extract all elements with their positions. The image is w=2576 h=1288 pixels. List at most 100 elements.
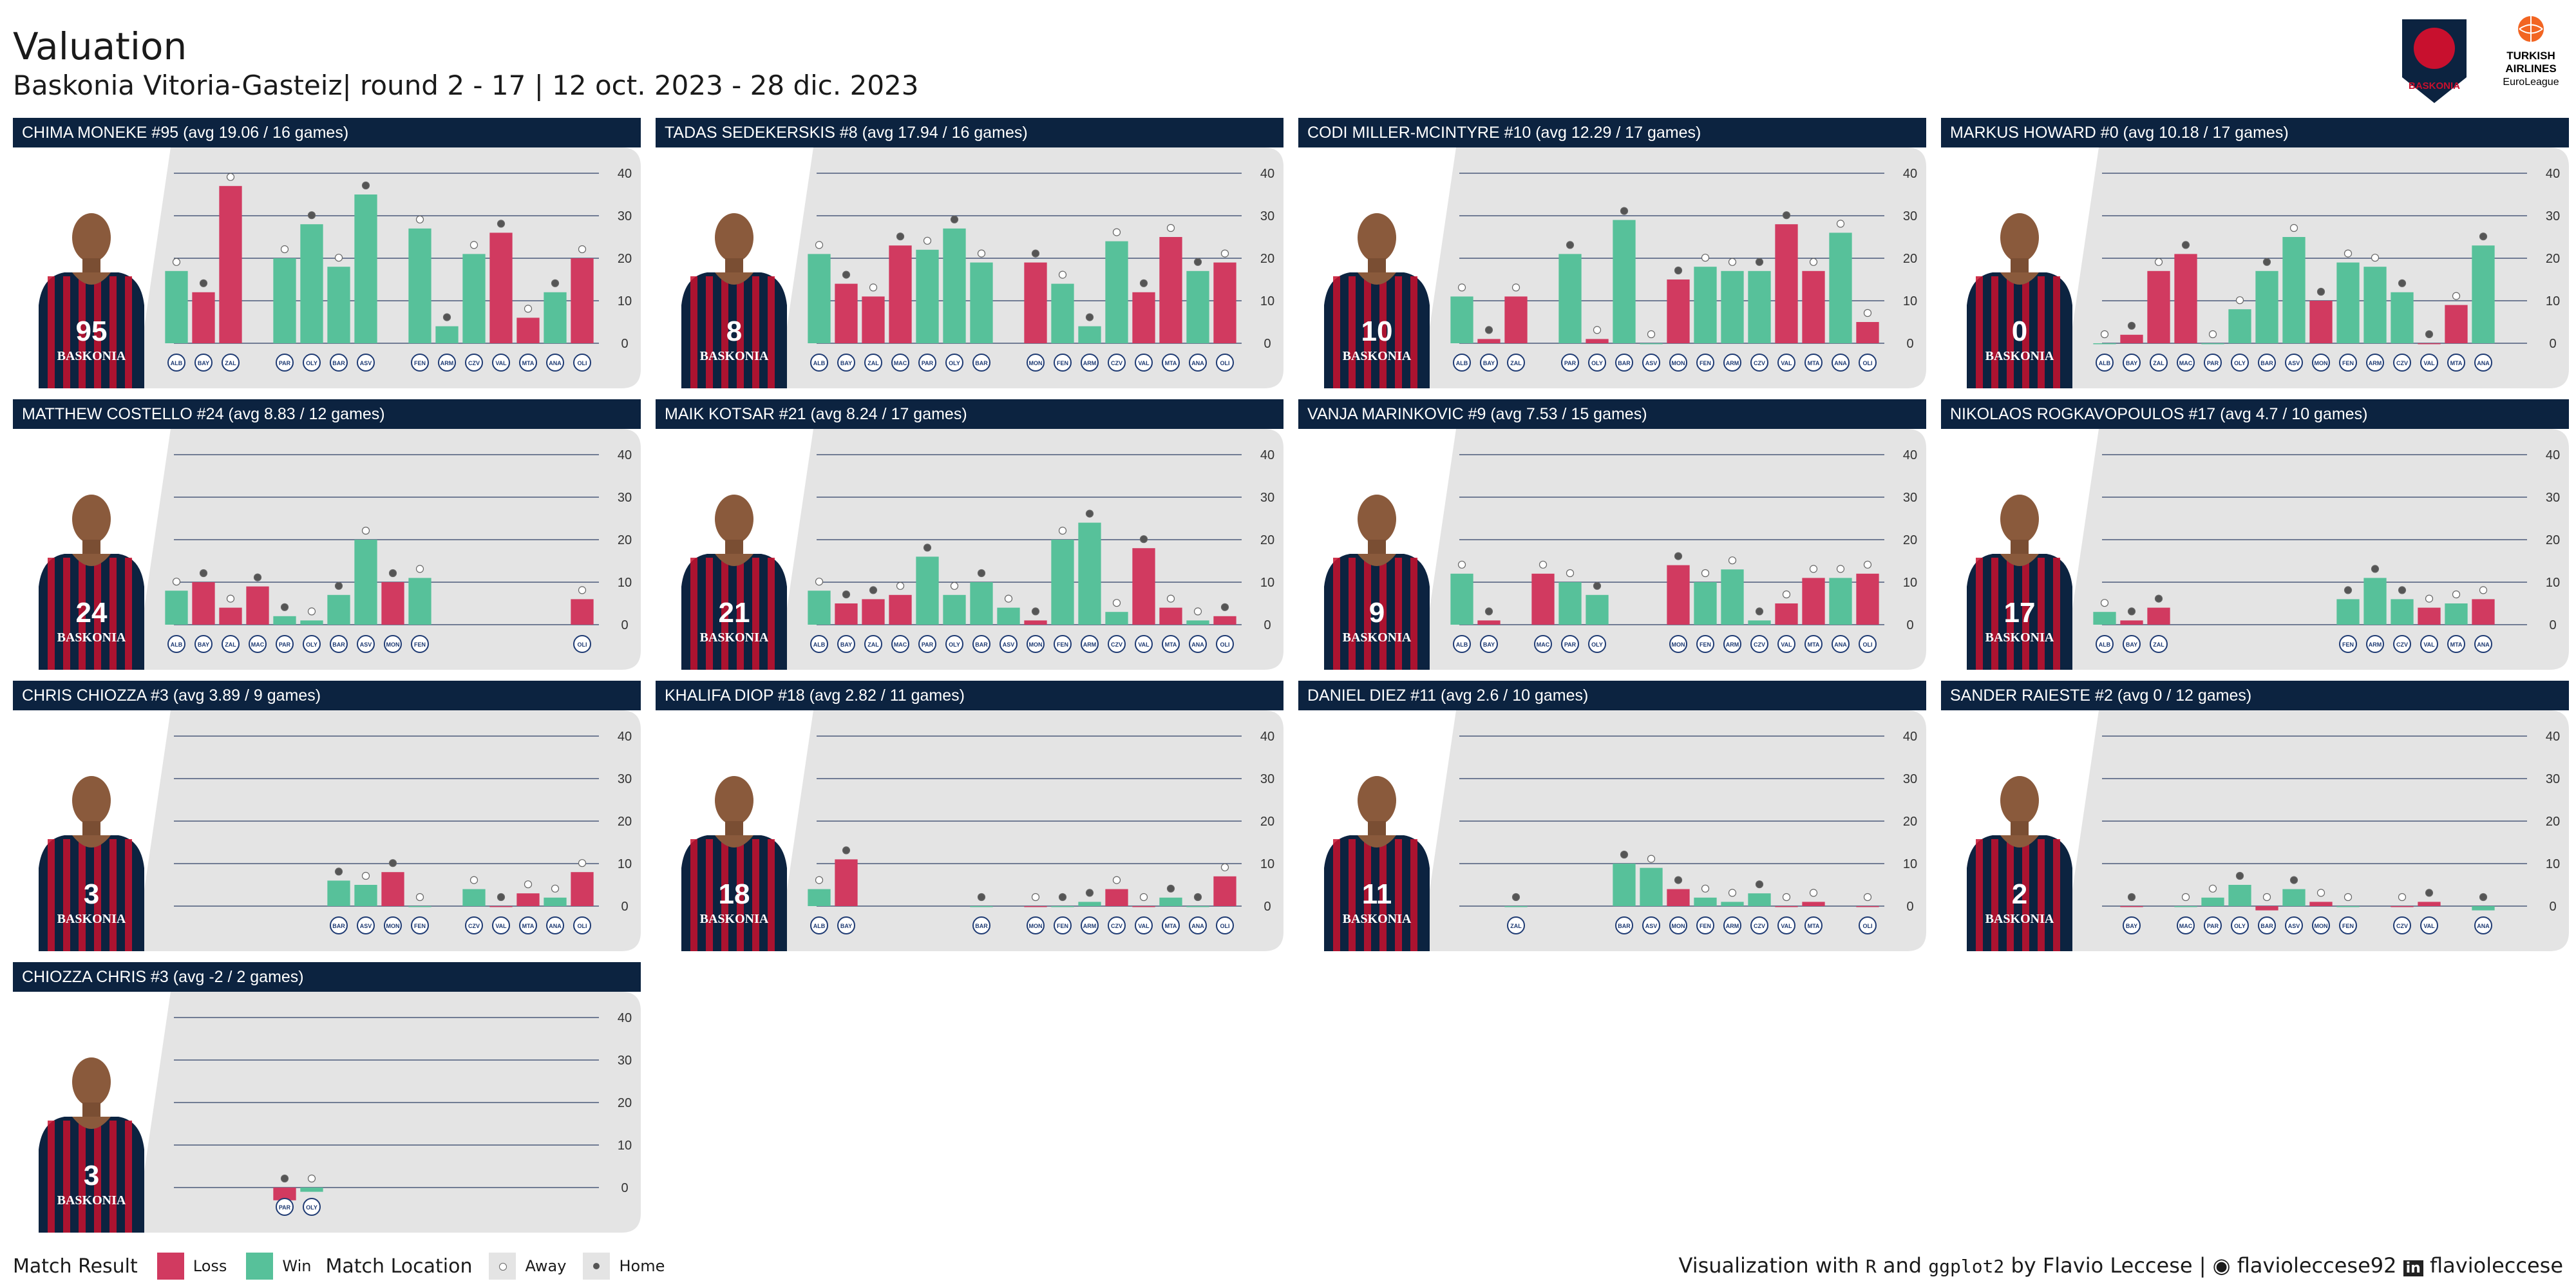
opponent-logo: ZAL xyxy=(2150,635,2168,653)
opponent-logo-text: OLI xyxy=(1220,641,1230,648)
bar xyxy=(808,254,831,343)
chart-title: Valuation xyxy=(13,24,187,68)
opponent-logo-text: OLY xyxy=(2234,360,2246,366)
jersey-team-text: BASKONIA xyxy=(57,630,126,645)
opponent-logo-text: ALB xyxy=(813,360,826,366)
bar xyxy=(571,258,594,343)
opponent-logo: PAR xyxy=(276,354,294,372)
opponent-logo: MON xyxy=(1027,635,1045,653)
opponent-logo-text: CZV xyxy=(1754,360,1765,366)
location-dot xyxy=(361,526,370,535)
opponent-logo-text: ARM xyxy=(2369,360,2382,366)
bar xyxy=(2174,906,2197,907)
opponent-logo: MAC xyxy=(2177,916,2195,934)
opponent-logo: ANA xyxy=(1189,916,1207,934)
location-dot xyxy=(469,876,478,884)
bar xyxy=(1586,339,1609,343)
opponent-logo-text: VAL xyxy=(1138,641,1150,648)
bar xyxy=(2336,262,2360,343)
bar xyxy=(1477,620,1501,625)
bar xyxy=(1748,620,1771,625)
y-tick-label: 40 xyxy=(1260,167,1274,181)
opponent-logo-text: OLI xyxy=(578,641,587,648)
plot-background xyxy=(2063,429,2569,670)
player-header: TADAS SEDEKERSKIS #8 (avg 17.94 / 16 gam… xyxy=(656,118,1283,147)
y-tick-label: 10 xyxy=(1260,857,1274,871)
opponent-logo: ALB xyxy=(2096,354,2114,372)
location-dot xyxy=(307,1174,316,1183)
opponent-logo-text: ALB xyxy=(813,641,826,648)
bar xyxy=(327,880,350,906)
opponent-logo-text: ZAL xyxy=(867,641,879,648)
bar xyxy=(165,270,188,343)
bar xyxy=(354,885,377,906)
y-tick-label: 30 xyxy=(618,1054,632,1068)
bar xyxy=(1186,620,1209,625)
y-tick-label: 0 xyxy=(621,618,628,632)
jersey-team-text: BASKONIA xyxy=(1985,349,2054,363)
opponent-logo: ARM xyxy=(1081,354,1099,372)
plot-background xyxy=(778,429,1283,670)
location-dot xyxy=(1166,884,1175,893)
location-dot xyxy=(2316,889,2325,897)
jersey-number: 2 xyxy=(2012,878,2027,910)
location-dot xyxy=(1031,607,1040,616)
opponent-logo: ZAL xyxy=(222,635,240,653)
opponent-logo: ARM xyxy=(1723,354,1741,372)
bar xyxy=(1802,902,1825,906)
logos: BASKONIA TURKISH AIRLINES EuroLeague xyxy=(2402,16,2559,103)
opponent-logo-text: MON xyxy=(1672,641,1685,648)
opponent-logo: MAC xyxy=(1534,635,1552,653)
opponent-logo-text: VAL xyxy=(2423,360,2435,366)
opponent-logo: BAR xyxy=(330,916,348,934)
opponent-logo: ANA xyxy=(1832,635,1850,653)
opponent-logo: VAL xyxy=(2420,916,2438,934)
bar xyxy=(2174,254,2197,343)
player-photo: 95 BASKONIA xyxy=(39,213,144,388)
location-dot xyxy=(2425,330,2434,339)
location-dot xyxy=(1809,889,1818,897)
opponent-logo-text: CZV xyxy=(1111,923,1122,929)
opponent-logo: FEN xyxy=(411,354,429,372)
y-tick-label: 40 xyxy=(618,448,632,462)
bar xyxy=(1078,902,1101,906)
y-tick-label: 30 xyxy=(618,491,632,505)
opponent-logo: OLI xyxy=(1216,354,1234,372)
bar xyxy=(2418,902,2441,906)
player-panel: CHIMA MONEKE #95 (avg 19.06 / 16 games) 9… xyxy=(13,118,641,388)
bar xyxy=(381,582,404,625)
opponent-logo: FEN xyxy=(411,916,429,934)
bar xyxy=(2282,889,2306,906)
opponent-logo: FEN xyxy=(2339,354,2357,372)
opponent-logo-text: PAR xyxy=(922,360,934,366)
y-tick-label: 10 xyxy=(1903,857,1917,871)
chart-subtitle: Baskonia Vitoria-Gasteiz| round 2 - 17 |… xyxy=(13,70,919,101)
bar xyxy=(1078,326,1101,343)
opponent-logo-text: OLY xyxy=(1591,360,1603,366)
opponent-logo-text: OLI xyxy=(1863,641,1873,648)
bar xyxy=(1132,292,1155,343)
location-dot xyxy=(524,305,533,313)
opponent-logo: MTA xyxy=(519,916,537,934)
jersey-team-text: BASKONIA xyxy=(700,349,769,363)
location-dot xyxy=(1647,330,1656,339)
y-tick-label: 20 xyxy=(618,815,632,829)
location-dot xyxy=(578,859,587,867)
opponent-logo-text: BAY xyxy=(840,641,852,648)
opponent-logo-text: ARM xyxy=(1726,360,1739,366)
opponent-logo-text: MTA xyxy=(1165,641,1177,648)
opponent-logo-text: ANA xyxy=(1191,923,1204,929)
location-dot xyxy=(1112,228,1121,236)
opponent-logo: PAR xyxy=(276,635,294,653)
bar xyxy=(2391,599,2414,625)
opponent-logo-text: PAR xyxy=(279,1204,291,1211)
player-chart: 95 BASKONIA 0 10 20 30 40 ALB BAY ZAL PAR OLY BAR ASV… xyxy=(39,147,641,388)
opponent-logo: OLI xyxy=(1216,635,1234,653)
bar xyxy=(544,897,567,906)
y-tick-label: 30 xyxy=(2546,491,2560,505)
location-dot xyxy=(415,893,424,902)
bar xyxy=(808,889,831,906)
location-dot xyxy=(2127,893,2136,902)
location-dot xyxy=(869,586,878,594)
